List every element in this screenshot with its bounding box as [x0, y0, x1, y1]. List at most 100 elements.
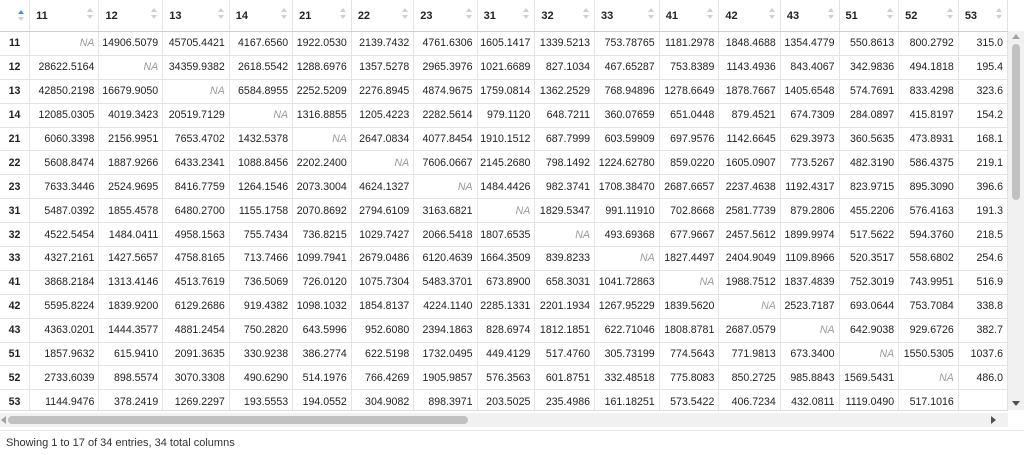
- sort-icon[interactable]: [707, 8, 714, 22]
- table-cell: 1205.4223: [351, 103, 415, 128]
- table-row[interactable]: 21 6060.3398 2156.9951 7653.4702 1432.5378 NA…: [0, 127, 1008, 152]
- column-header[interactable]: 11: [29, 0, 100, 32]
- column-header[interactable]: 13: [162, 0, 230, 32]
- sort-icon[interactable]: [402, 8, 409, 22]
- table-row[interactable]: 31 5487.0392 1855.4578 6480.2700 1155.1758 20…: [0, 198, 1008, 224]
- column-header[interactable]: 33: [594, 0, 660, 32]
- table-cell: 338.8: [958, 294, 1008, 319]
- table-cell: 154.2: [958, 103, 1008, 128]
- sort-icon[interactable]: [827, 8, 835, 22]
- table-row[interactable]: 11 NA 14906.5079 45705.4421 4167.6560 1922.05…: [0, 31, 1008, 56]
- table-cell: 1098.1032: [292, 294, 352, 319]
- table-cell: 4874.9675: [413, 79, 478, 104]
- sort-icon[interactable]: [996, 8, 1003, 22]
- table-cell: 7653.4702: [162, 127, 230, 152]
- column-header-label: 14: [235, 9, 249, 22]
- table-cell: 1922.0530: [292, 31, 352, 56]
- column-header-label: 41: [665, 9, 678, 22]
- table-cell: 828.6974: [477, 318, 536, 343]
- table-row[interactable]: 53 1144.9476 378.2419 1269.2297 193.5553 194.…: [0, 389, 1008, 410]
- column-header[interactable]: 23: [413, 0, 478, 32]
- table-cell: 1316.8855: [292, 103, 352, 128]
- horizontal-scroll-thumb[interactable]: [8, 416, 468, 424]
- table-cell: 6584.8955: [229, 79, 294, 104]
- column-header[interactable]: 21: [292, 0, 352, 32]
- table-cell: 3070.3308: [162, 365, 230, 391]
- column-header[interactable]: 14: [229, 0, 294, 32]
- table-cell: 517.1016: [898, 389, 959, 410]
- sort-icon[interactable]: [465, 8, 473, 22]
- table-cell: 5608.8474: [29, 150, 100, 176]
- table-cell: 2066.5418: [413, 222, 478, 248]
- table-cell: 1192.4317: [780, 174, 840, 200]
- table-cell: 2687.6657: [659, 174, 720, 200]
- scroll-left-arrow-icon[interactable]: [1, 416, 6, 424]
- sort-icon[interactable]: [768, 8, 776, 22]
- row-name-cell: 14: [0, 103, 31, 128]
- table-row[interactable]: 42 5595.8224 1839.9200 6129.2686 919.4382 109…: [0, 294, 1008, 319]
- na-cell: NA: [718, 294, 781, 319]
- table-row[interactable]: 13 42850.2198 16679.9050 NA 6584.8955 2252.52…: [0, 79, 1008, 104]
- scroll-up-arrow-icon[interactable]: [1012, 34, 1020, 39]
- horizontal-scrollbar[interactable]: [0, 413, 1008, 427]
- table-cell: 494.1818: [898, 55, 959, 80]
- column-header[interactable]: 51: [839, 0, 900, 32]
- na-cell: NA: [229, 103, 294, 128]
- sort-icon[interactable]: [151, 8, 158, 22]
- table-cell: 514.1976: [292, 365, 352, 391]
- table-cell: 1855.4578: [98, 198, 164, 224]
- table-cell: 516.9: [958, 270, 1008, 295]
- sort-icon[interactable]: [281, 8, 288, 22]
- table-cell: 839.8233: [534, 246, 595, 271]
- table-row[interactable]: 14 12085.0305 4019.3423 20519.7129 NA 1316.88…: [0, 103, 1008, 128]
- scroll-right-arrow-icon[interactable]: [991, 416, 996, 424]
- table-cell: 2202.2400: [292, 150, 352, 176]
- table-cell: 4624.1327: [351, 174, 415, 200]
- table-row[interactable]: 22 5608.8474 1887.9266 6433.2341 1088.8456 22…: [0, 150, 1008, 176]
- table-cell: 4224.1140: [413, 294, 478, 319]
- column-header[interactable]: 53: [958, 0, 1008, 32]
- sort-icon[interactable]: [523, 8, 530, 22]
- column-header[interactable]: 43: [780, 0, 840, 32]
- table-row[interactable]: 23 7633.3446 2524.9695 8416.7759 1264.1546 20…: [0, 174, 1008, 200]
- table-cell: 191.3: [958, 198, 1008, 224]
- table-row[interactable]: 43 4363.0201 1444.3577 4881.2454 750.2820 643…: [0, 318, 1008, 343]
- table-cell: 6480.2700: [162, 198, 230, 224]
- column-header[interactable]: 32: [534, 0, 595, 32]
- table-cell: 833.4298: [898, 79, 959, 104]
- table-cell: 1144.9476: [29, 389, 100, 410]
- table-cell: 1264.1546: [229, 174, 294, 200]
- table-cell: 773.5267: [780, 150, 840, 176]
- table-cell: 879.4521: [718, 103, 781, 128]
- column-header[interactable]: 52: [898, 0, 959, 32]
- table-row[interactable]: 32 4522.5454 1484.0411 4958.1563 755.7434 736…: [0, 222, 1008, 248]
- table-cell: 1848.4688: [718, 31, 781, 56]
- column-header[interactable]: 31: [477, 0, 536, 32]
- vertical-scroll-thumb[interactable]: [1012, 44, 1020, 200]
- column-header[interactable]: 12: [98, 0, 164, 32]
- table-row[interactable]: 33 4327.2161 1427.5657 4758.8165 713.7466 109…: [0, 246, 1008, 271]
- table-row[interactable]: 41 3868.2184 1313.4146 4513.7619 736.5069 726…: [0, 270, 1008, 295]
- table-cell: 482.3190: [839, 150, 900, 176]
- column-header-rownames[interactable]: [0, 0, 31, 32]
- scroll-corner: [1008, 0, 1024, 31]
- table-row[interactable]: 52 2733.6039 898.5574 3070.3308 490.6290 514.…: [0, 365, 1008, 391]
- column-header[interactable]: 22: [351, 0, 415, 32]
- column-header[interactable]: 42: [718, 0, 781, 32]
- sort-icon[interactable]: [946, 8, 954, 22]
- table-row[interactable]: 51 1857.9632 615.9410 2091.3635 330.9238 386.…: [0, 342, 1008, 367]
- sort-icon[interactable]: [647, 8, 655, 22]
- vertical-scrollbar[interactable]: [1008, 31, 1024, 410]
- sort-icon[interactable]: [339, 8, 347, 22]
- table-cell: 5487.0392: [29, 198, 100, 224]
- column-header[interactable]: 41: [659, 0, 720, 32]
- sort-icon[interactable]: [18, 10, 25, 24]
- scroll-down-arrow-icon[interactable]: [1012, 401, 1020, 406]
- table-row[interactable]: 12 28622.5164 NA 34359.9382 2618.5542 1288.69…: [0, 55, 1008, 80]
- sort-icon[interactable]: [583, 8, 590, 22]
- table-cell: 1887.9266: [98, 150, 164, 176]
- sort-icon[interactable]: [887, 8, 894, 22]
- sort-icon[interactable]: [87, 8, 94, 22]
- table-cell: 1878.7667: [718, 79, 781, 104]
- sort-icon[interactable]: [217, 8, 225, 22]
